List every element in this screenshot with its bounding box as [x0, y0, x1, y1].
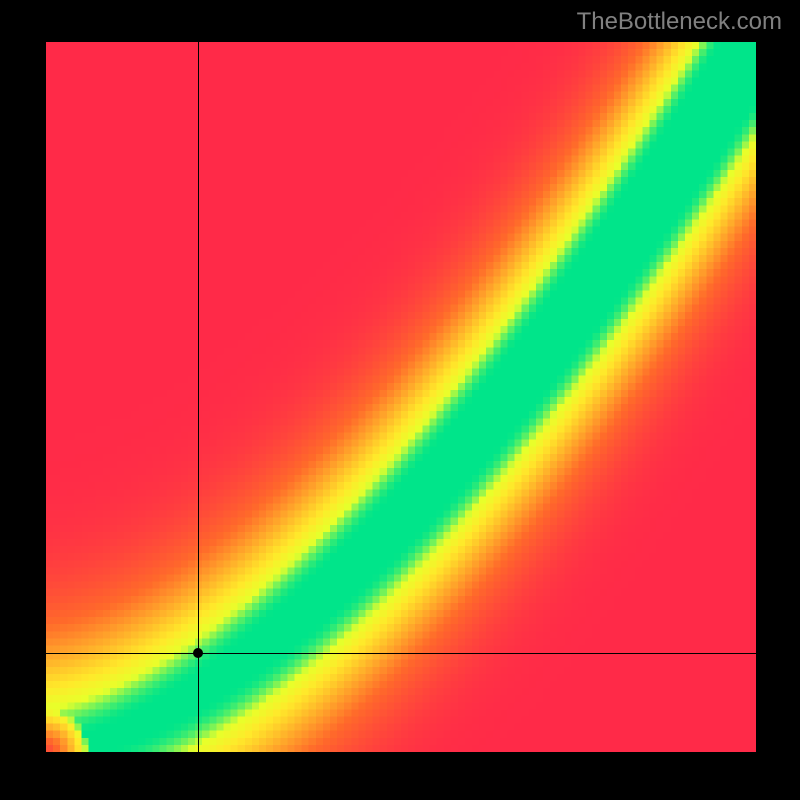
watermark-text: TheBottleneck.com	[577, 8, 782, 36]
data-point-marker	[193, 648, 203, 658]
heatmap-canvas	[46, 42, 756, 752]
heatmap-plot	[46, 42, 756, 752]
crosshair-horizontal	[46, 653, 756, 654]
crosshair-vertical	[198, 42, 199, 752]
